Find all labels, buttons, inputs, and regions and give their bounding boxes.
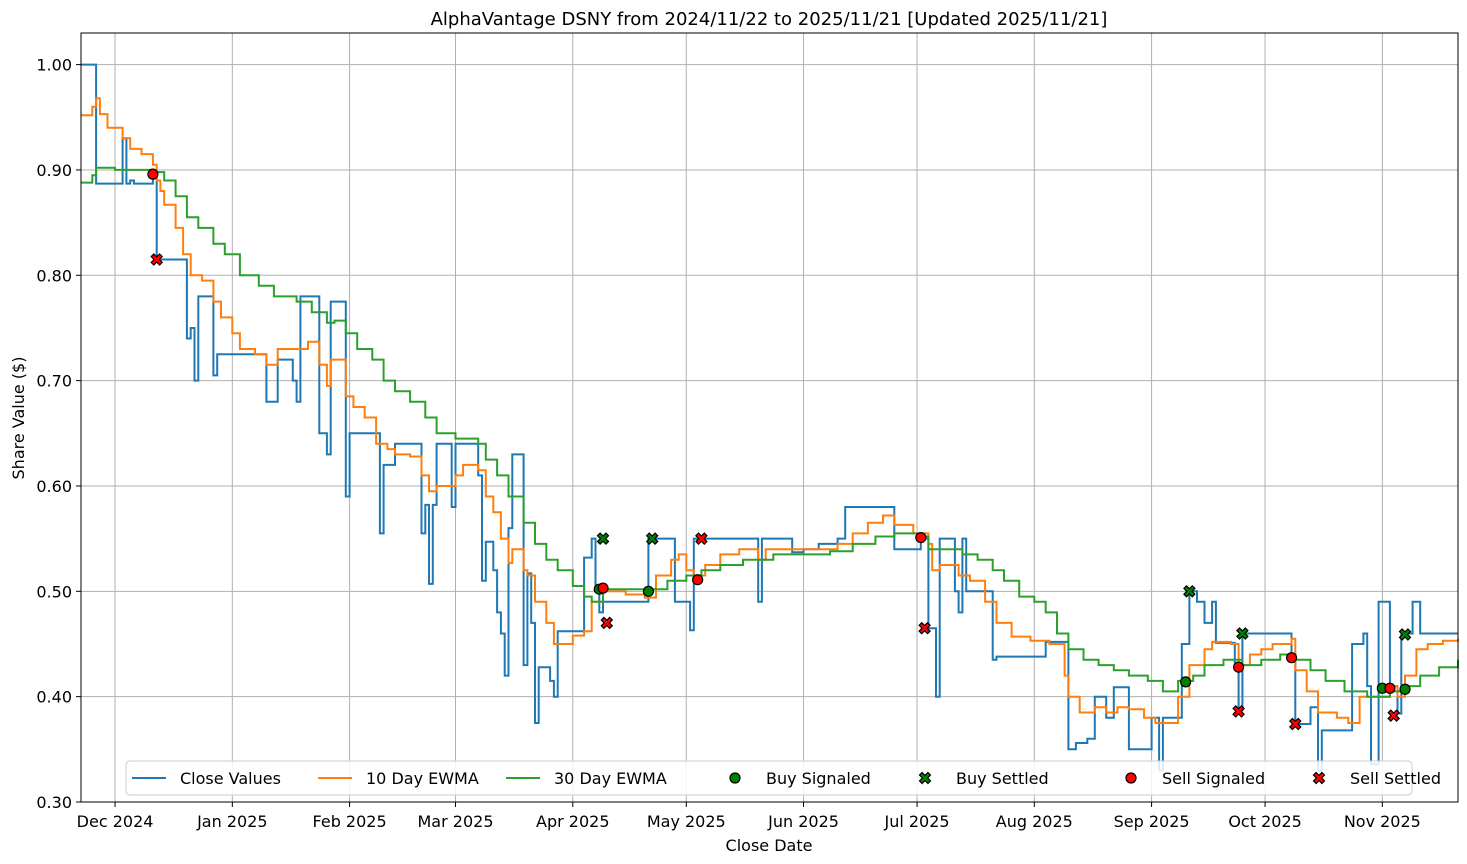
- buy-settled-marker: [645, 532, 659, 545]
- buy-settled-marker: [596, 532, 610, 545]
- x-tick-label: Oct 2025: [1228, 812, 1301, 831]
- legend-swatch-buy-settled: [918, 771, 932, 785]
- sell-settled-marker: [1387, 709, 1401, 722]
- buy-signaled-marker: [1399, 683, 1411, 695]
- y-tick-label: 0.90: [36, 161, 72, 180]
- y-tick-label: 0.30: [36, 793, 72, 812]
- sell-signaled-marker: [1384, 682, 1396, 694]
- buy-settled-marker: [1236, 627, 1249, 640]
- legend-label-buy-signaled: Buy Signaled: [766, 769, 871, 788]
- y-tick-label: 0.40: [36, 688, 72, 707]
- legend-label-sell-settled: Sell Settled: [1350, 769, 1441, 788]
- 10-day-ewma-line: [81, 97, 1459, 724]
- sell-signaled-marker: [915, 531, 927, 544]
- legend: Close Values 10 Day EWMA 30 Day EWMA Buy Si…: [125, 760, 1441, 796]
- sell-settled-marker: [1232, 705, 1245, 718]
- y-tick-label: 0.50: [36, 582, 72, 601]
- x-tick-label: Dec 2024: [77, 812, 154, 831]
- sell-settled-marker: [918, 621, 931, 635]
- series-layer: [81, 63, 1459, 772]
- sell-signaled-marker: [1232, 661, 1245, 673]
- legend-swatch-sell-settled: [1312, 771, 1326, 785]
- y-tick-label: 0.70: [36, 372, 72, 391]
- x-tick-label: Jun 2025: [767, 812, 839, 831]
- chart-title: AlphaVantage DSNY from 2024/11/22 to 202…: [431, 9, 1108, 30]
- buy-settled-marker: [1398, 628, 1412, 641]
- x-axis: Dec 2024 Jan 2025 Feb 2025 Mar 2025 Apr 2025…: [77, 802, 1421, 831]
- buy-settled-marker: [1183, 584, 1196, 598]
- sell-settled-marker: [695, 532, 708, 545]
- x-tick-label: Feb 2025: [313, 812, 387, 831]
- legend-label-close-values: Close Values: [180, 769, 281, 788]
- sell-signaled-marker: [1285, 652, 1298, 664]
- 30-day-ewma-line: [81, 166, 1459, 698]
- legend-label-sell-signaled: Sell Signaled: [1162, 769, 1265, 788]
- x-axis-label: Close Date: [726, 836, 813, 855]
- sell-signaled-marker: [147, 168, 159, 180]
- x-tick-label: Sep 2025: [1114, 812, 1190, 831]
- legend-label-buy-settled: Buy Settled: [956, 769, 1049, 788]
- legend-swatch-sell-signaled: [1125, 772, 1137, 784]
- x-tick-label: Apr 2025: [536, 812, 609, 831]
- sell-settled-marker: [600, 616, 614, 630]
- legend-label-30-day-ewma: 30 Day EWMA: [554, 769, 667, 788]
- sell-signaled-marker: [692, 574, 704, 586]
- y-tick-label: 1.00: [36, 56, 72, 75]
- y-tick-label: 0.80: [36, 266, 72, 285]
- sell-signaled-marker: [597, 582, 609, 594]
- y-axis-label: Share Value ($): [9, 357, 28, 480]
- legend-swatch-buy-signaled: [729, 772, 741, 784]
- sell-settled-marker: [150, 253, 164, 266]
- x-tick-label: Jan 2025: [196, 812, 267, 831]
- legend-box: [125, 760, 1413, 796]
- x-tick-label: Aug 2025: [996, 812, 1073, 831]
- marker-layer: [147, 168, 1412, 731]
- buy-signaled-marker: [1180, 676, 1192, 688]
- sell-settled-marker: [1288, 717, 1302, 731]
- x-tick-label: Nov 2025: [1344, 812, 1421, 831]
- y-axis: 0.30 0.40 0.50 0.60 0.70 0.80 0.90 1.00: [36, 56, 81, 812]
- x-tick-label: May 2025: [647, 812, 726, 831]
- x-tick-label: Mar 2025: [418, 812, 494, 831]
- legend-label-10-day-ewma: 10 Day EWMA: [366, 769, 479, 788]
- y-tick-label: 0.60: [36, 477, 72, 496]
- plot-frame: [80, 32, 1459, 803]
- buy-signaled-marker: [642, 585, 655, 597]
- x-tick-label: Jul 2025: [883, 812, 949, 831]
